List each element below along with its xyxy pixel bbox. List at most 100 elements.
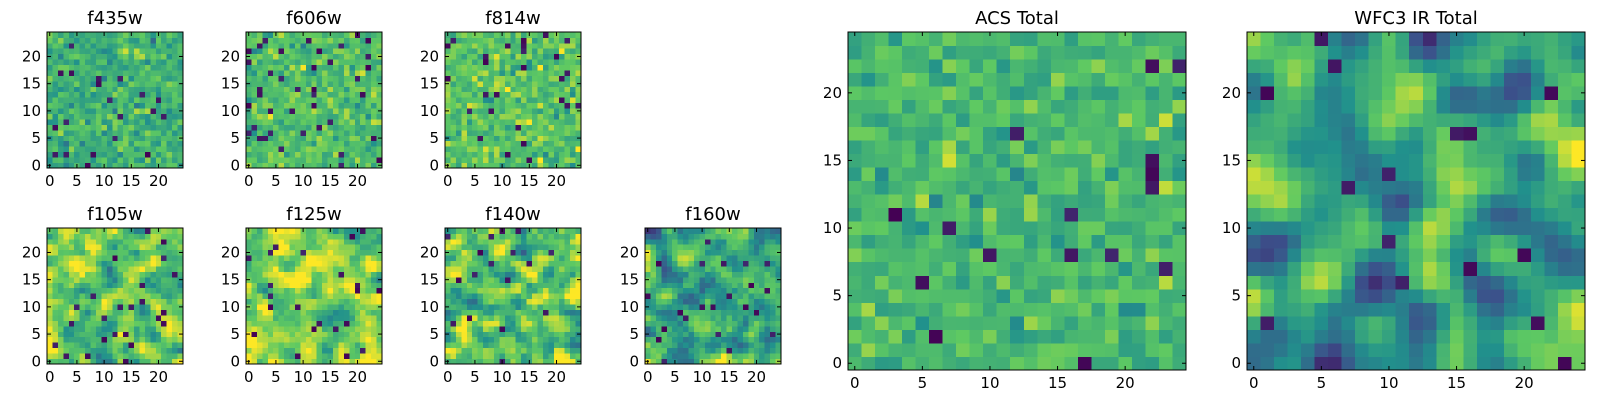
heatmap-cell (888, 315, 903, 330)
heatmap-cell (775, 282, 782, 289)
heatmap-cell (461, 336, 468, 343)
heatmap-cell (455, 287, 462, 294)
heatmap-cell (57, 255, 64, 262)
heatmap-cell (472, 260, 479, 267)
heatmap-cell (532, 48, 538, 55)
heatmap-cell (349, 336, 356, 343)
heatmap-cell (316, 124, 323, 131)
heatmap-cell (526, 119, 533, 125)
heatmap-cell (477, 309, 484, 316)
heatmap-cell (300, 315, 307, 321)
heatmap-cell (1118, 167, 1133, 182)
heatmap-cell (57, 260, 64, 267)
heatmap-cell (510, 358, 517, 365)
heatmap-cell (365, 358, 372, 365)
heatmap-cell (376, 102, 383, 109)
heatmap-cell (655, 271, 662, 278)
heatmap-cell (112, 298, 119, 305)
heatmap-cell (90, 320, 97, 327)
heatmap-cell (101, 48, 108, 55)
heatmap-cell (90, 282, 97, 289)
heatmap-cell (95, 59, 102, 66)
heatmap-cell (150, 293, 157, 300)
heatmap-cell (354, 70, 361, 76)
heatmap-cell (764, 342, 771, 349)
heatmap-cell (294, 75, 301, 82)
heatmap-cell (79, 59, 86, 66)
heatmap-cell (748, 331, 755, 338)
heatmap-cell (564, 97, 571, 104)
heatmap-cell (477, 102, 484, 109)
heatmap-cell (477, 353, 484, 359)
heatmap-cell (493, 238, 500, 245)
heatmap-cell (251, 255, 258, 262)
heatmap-cell (488, 102, 495, 109)
heatmap-cell (504, 108, 511, 114)
heatmap-cell (144, 309, 151, 316)
heatmap-cell (161, 358, 168, 365)
heatmap-cell (526, 124, 533, 131)
heatmap-cell (542, 255, 549, 262)
heatmap-cell (251, 102, 258, 109)
heatmap-cell (704, 244, 711, 251)
heatmap-cell (575, 233, 582, 240)
heatmap-cell (732, 347, 738, 354)
heatmap-cell (123, 353, 129, 359)
heatmap-cell (510, 255, 517, 262)
heatmap-cell (521, 336, 527, 343)
heatmap-cell (477, 287, 484, 294)
heatmap-cell (349, 97, 356, 104)
heatmap-cell (284, 48, 290, 55)
heatmap-cell (548, 293, 555, 300)
heatmap-cell (510, 276, 517, 283)
heatmap-cell (515, 119, 522, 125)
heatmap-cell (710, 260, 717, 267)
heatmap-cell (262, 80, 269, 87)
heatmap-cell (305, 276, 312, 283)
heatmap-cell (316, 276, 323, 283)
heatmap-cell (95, 124, 102, 131)
heatmap-cell (499, 315, 506, 321)
heatmap-cell (57, 244, 64, 251)
heatmap-cell (128, 276, 135, 283)
heatmap-cell (322, 162, 328, 169)
heatmap-cell (472, 287, 479, 294)
heatmap-cell (677, 315, 684, 321)
heatmap-cell (311, 342, 318, 349)
heatmap-cell (106, 129, 113, 136)
heatmap-cell (983, 315, 998, 330)
heatmap-cell (144, 157, 151, 163)
heatmap-cell (455, 325, 462, 332)
heatmap-cell (322, 108, 328, 114)
heatmap-cell (537, 80, 544, 87)
heatmap-cell (349, 113, 356, 120)
heatmap-cell (537, 293, 544, 300)
heatmap-cell (166, 75, 173, 82)
heatmap-cell (278, 135, 285, 142)
heatmap-cell (548, 97, 555, 104)
heatmap-cell (483, 32, 489, 38)
heatmap-cell (322, 48, 328, 55)
heatmap-cell (542, 70, 549, 76)
heatmap-cell (172, 353, 178, 359)
heatmap-cell (354, 37, 361, 44)
heatmap-cell (488, 325, 495, 332)
heatmap-cell (532, 59, 538, 66)
heatmap-cell (445, 97, 451, 104)
heatmap-cell (775, 228, 782, 234)
heatmap-cell (134, 336, 140, 343)
heatmap-cell (775, 266, 782, 272)
heatmap-cell (515, 298, 522, 305)
heatmap-cell (699, 249, 706, 256)
heatmap-cell (256, 266, 263, 272)
heatmap-cell (704, 228, 711, 234)
heatmap-cell (90, 260, 97, 267)
heatmap-cell (316, 91, 323, 98)
heatmap-cell (1104, 207, 1119, 222)
heatmap-cell (575, 151, 582, 158)
heatmap-cell (327, 59, 334, 66)
heatmap-cell (322, 353, 328, 359)
heatmap-cell (645, 309, 651, 316)
heatmap-cell (510, 59, 517, 66)
heatmap-cell (548, 244, 555, 251)
